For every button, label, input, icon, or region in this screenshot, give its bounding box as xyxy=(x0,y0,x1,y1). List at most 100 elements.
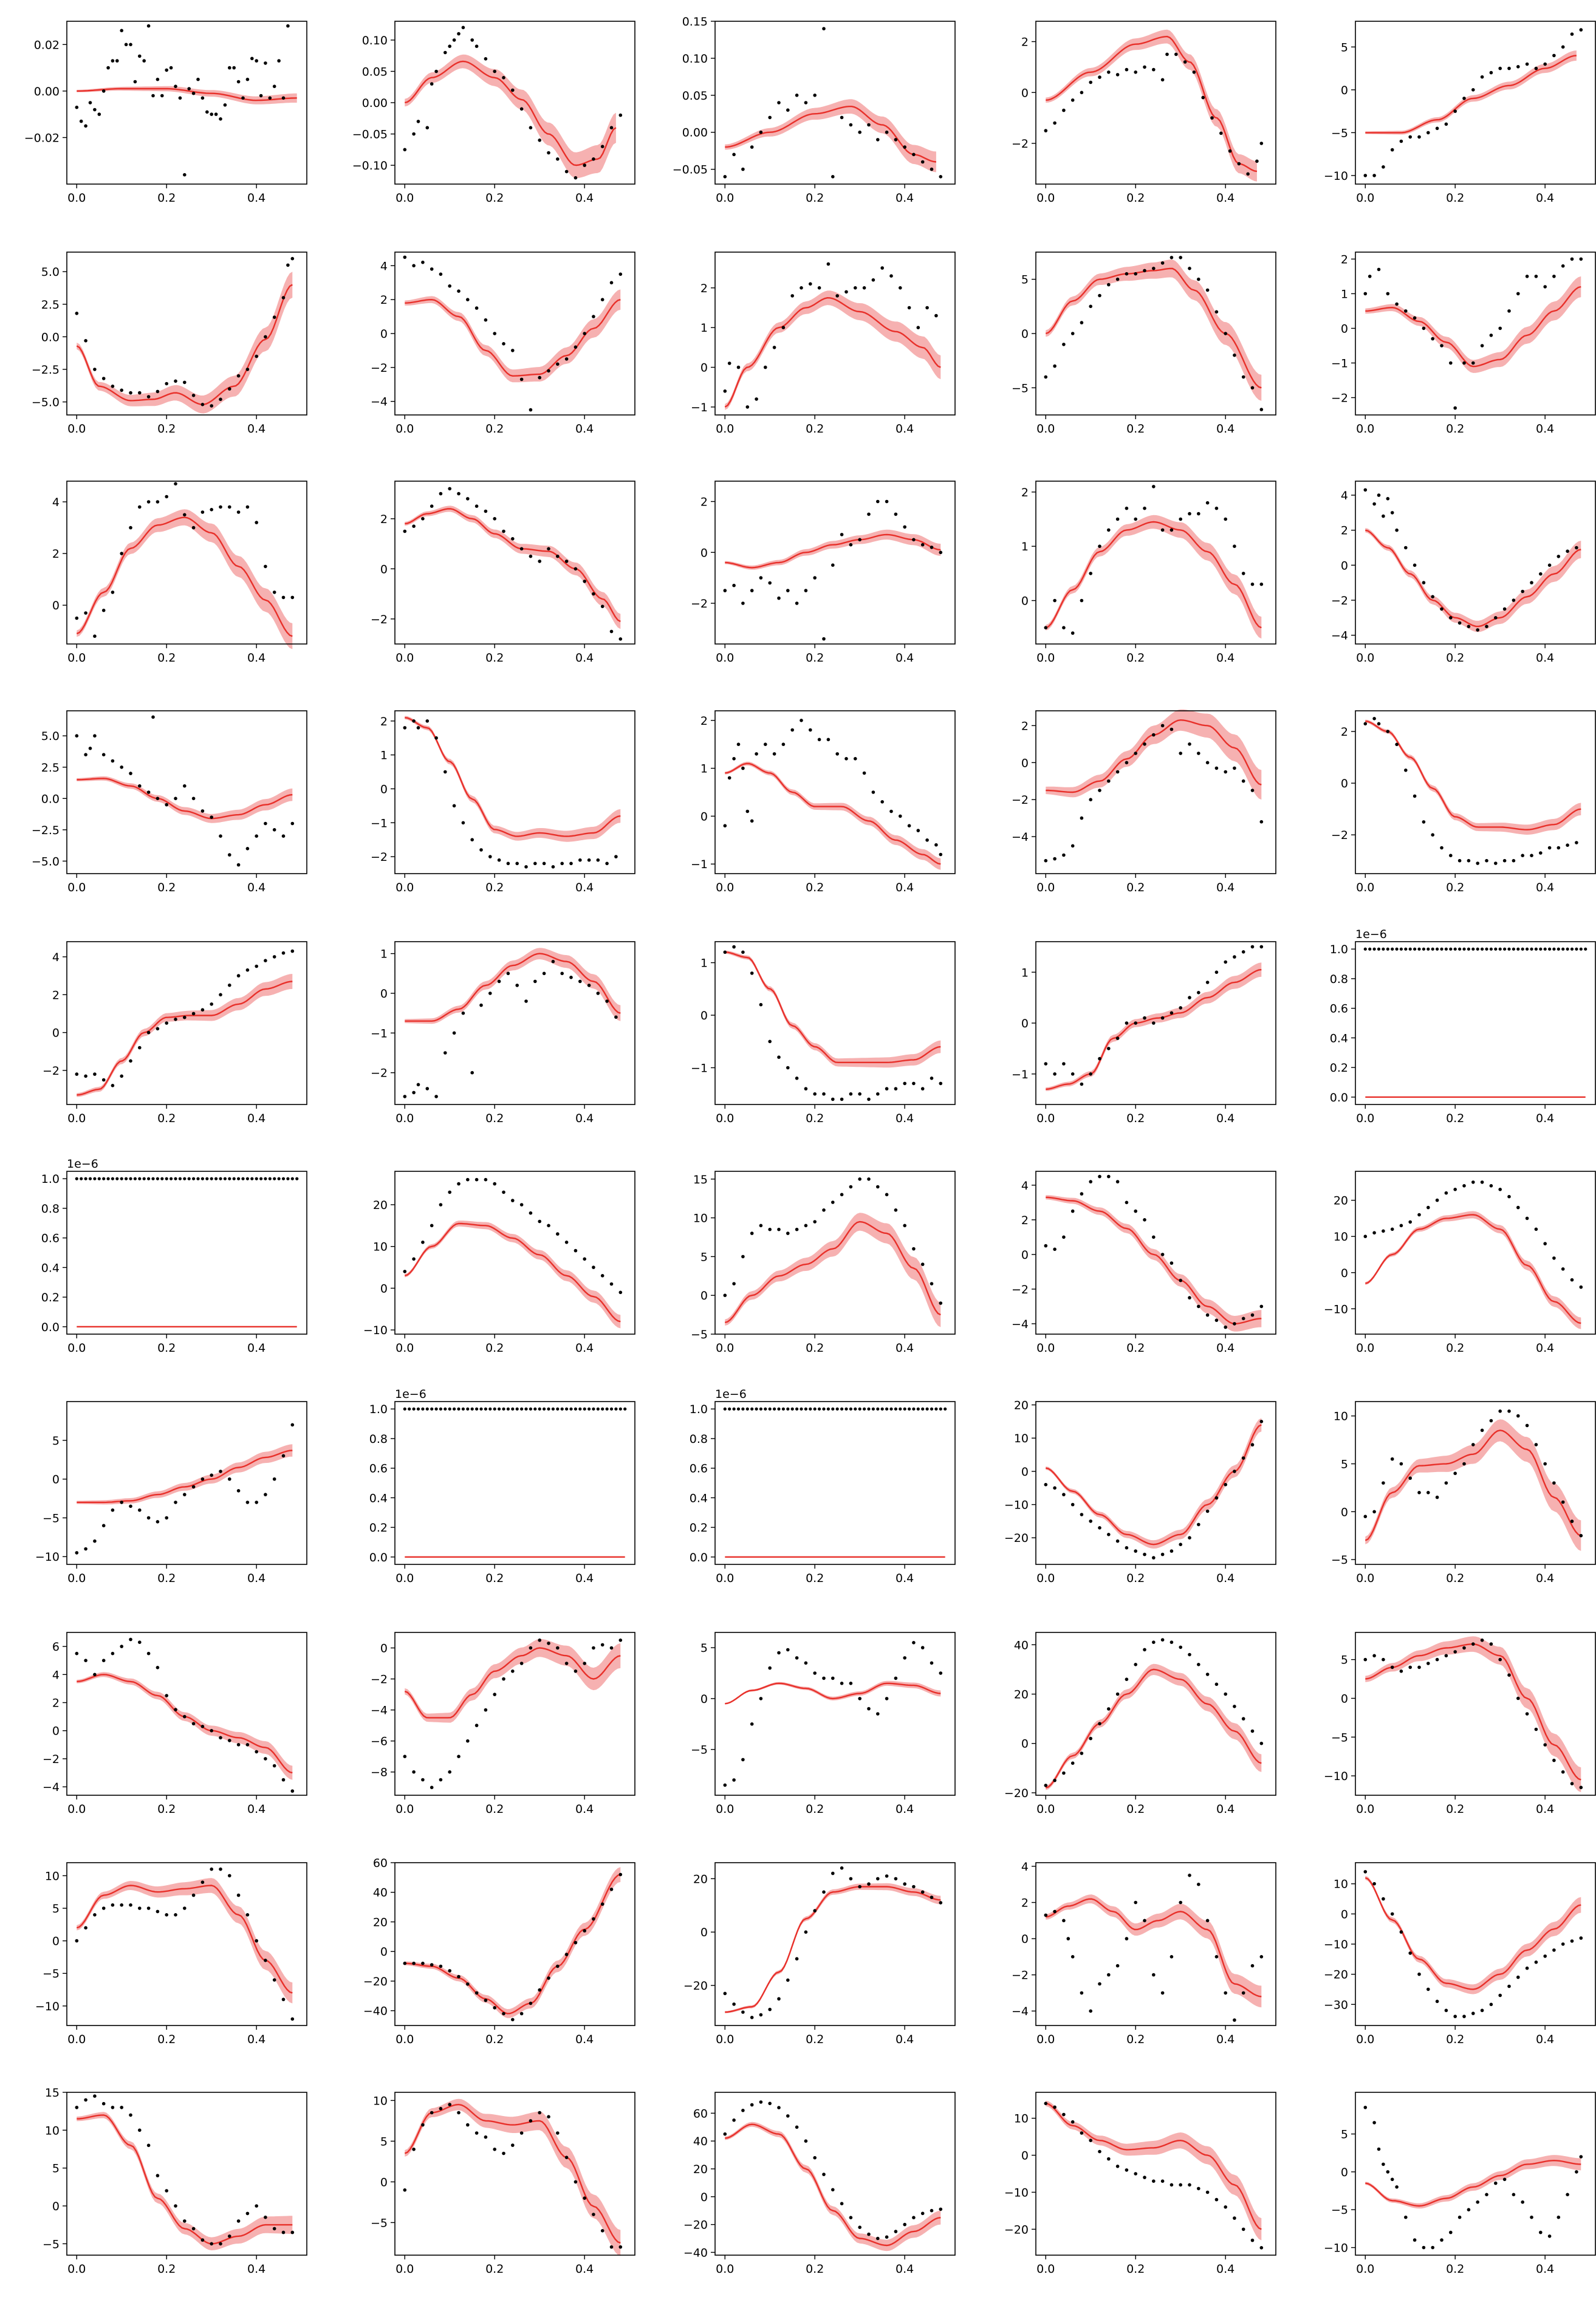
data-point xyxy=(529,1211,533,1215)
data-point xyxy=(439,272,443,276)
subplot-33: 0.0 0.2 0.40.00.20.40.60.81.01e−6 xyxy=(690,1388,956,1585)
data-point xyxy=(502,342,505,346)
data-point xyxy=(506,971,510,976)
data-point xyxy=(255,1750,259,1754)
data-point xyxy=(1044,2101,1048,2106)
data-point xyxy=(1044,1784,1048,1787)
data-point xyxy=(858,538,861,542)
x-tick-label: 0.2 xyxy=(1126,1112,1145,1125)
x-tick-label: 0.2 xyxy=(485,1803,504,1816)
uncertainty-band xyxy=(77,1672,293,1780)
data-point xyxy=(1197,1522,1200,1527)
y-tick-label: 1 xyxy=(1021,966,1029,979)
data-point xyxy=(210,1002,214,1006)
data-point xyxy=(1062,853,1066,857)
data-point xyxy=(430,267,434,271)
data-point xyxy=(434,736,438,740)
data-point xyxy=(255,59,259,63)
data-point xyxy=(605,1407,609,1411)
data-point xyxy=(529,1407,533,1411)
data-point xyxy=(556,2131,560,2135)
data-point xyxy=(236,1743,241,1747)
mean-line xyxy=(1365,1430,1581,1541)
data-point xyxy=(75,734,79,738)
y-tick-label: 2 xyxy=(380,715,388,728)
data-point xyxy=(1512,2193,1516,2197)
data-point xyxy=(1561,1770,1565,1774)
data-point xyxy=(1377,722,1381,726)
data-point xyxy=(574,2180,578,2184)
data-point xyxy=(421,1961,425,1965)
mean-line xyxy=(725,762,941,865)
data-point xyxy=(497,979,501,984)
data-point xyxy=(1062,1062,1066,1066)
data-point xyxy=(1489,334,1493,337)
data-point xyxy=(156,796,160,801)
data-point xyxy=(618,1639,623,1642)
data-point xyxy=(245,1913,250,1917)
x-tick-label: 0.4 xyxy=(247,1341,265,1355)
data-point xyxy=(538,1988,541,1992)
y-tick-label: −10 xyxy=(1004,1499,1029,1512)
data-point xyxy=(1494,947,1498,951)
data-point xyxy=(502,76,505,80)
mean-line xyxy=(77,778,293,820)
data-point xyxy=(236,863,241,867)
data-point xyxy=(574,345,578,349)
data-point xyxy=(1125,761,1129,765)
data-point xyxy=(236,374,241,378)
data-point xyxy=(831,1200,835,1204)
data-point xyxy=(728,1407,731,1411)
data-point xyxy=(1404,309,1408,313)
data-point xyxy=(840,1682,844,1685)
data-point xyxy=(1539,2230,1543,2234)
y-tick-label: 2 xyxy=(1341,253,1348,266)
data-point xyxy=(264,1177,267,1180)
data-point xyxy=(421,261,425,264)
data-point xyxy=(1480,2008,1484,2012)
x-tick-label: 0.4 xyxy=(1536,2262,1554,2276)
axes-frame xyxy=(1035,710,1276,874)
data-point xyxy=(264,1959,267,1962)
data-point xyxy=(732,1282,736,1286)
uncertainty-band xyxy=(725,1680,941,1705)
y-tick-label: 2 xyxy=(700,282,708,295)
data-point xyxy=(403,2188,407,2192)
data-point xyxy=(290,595,295,600)
x-tick-label: 0.0 xyxy=(396,2033,414,2046)
data-point xyxy=(750,1407,754,1411)
data-point xyxy=(930,1661,934,1665)
data-point xyxy=(912,152,916,157)
data-point xyxy=(1386,730,1390,733)
data-point xyxy=(502,2012,505,2016)
data-point xyxy=(111,1651,115,1656)
y-tick-label: 10 xyxy=(1334,1878,1348,1891)
y-tick-label: 20 xyxy=(1014,1688,1029,1702)
data-point xyxy=(101,1906,106,1910)
data-point xyxy=(1404,947,1408,951)
data-point xyxy=(457,1182,461,1186)
y-tick-label: 1 xyxy=(380,749,388,762)
data-point xyxy=(524,1407,528,1411)
data-point xyxy=(1170,1261,1174,1265)
data-point xyxy=(174,379,177,383)
data-point xyxy=(1233,1705,1236,1708)
data-point xyxy=(169,66,173,70)
data-point xyxy=(768,1666,772,1670)
data-point xyxy=(200,2238,205,2242)
data-point xyxy=(1062,626,1066,629)
data-point xyxy=(777,1997,781,2001)
data-point xyxy=(1476,2200,1479,2204)
data-point xyxy=(939,175,943,179)
data-point xyxy=(1399,139,1403,143)
data-point xyxy=(822,27,826,30)
uncertainty-band xyxy=(1046,962,1262,1091)
data-point xyxy=(191,526,196,530)
data-point xyxy=(138,1177,142,1180)
data-point xyxy=(412,264,416,268)
y-tick-label: 20 xyxy=(1014,1399,1029,1412)
y-tick-label: 0.8 xyxy=(369,1433,388,1446)
data-point xyxy=(804,1661,808,1665)
y-tick-label: 0.4 xyxy=(41,1261,60,1275)
data-point xyxy=(228,983,231,987)
